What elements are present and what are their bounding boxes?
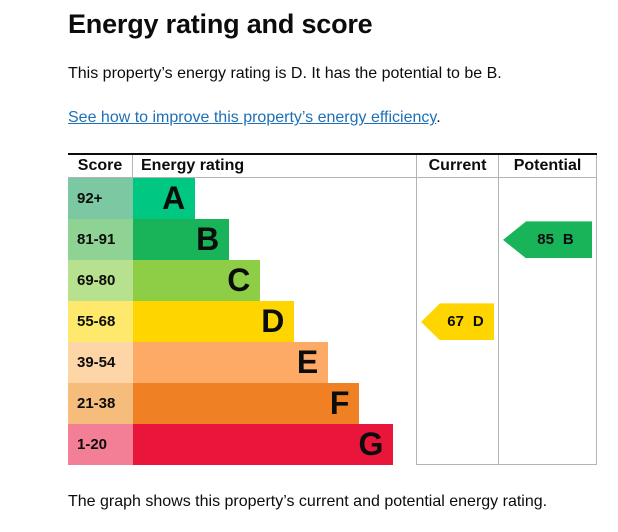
rating-bar-cell-g: G: [133, 424, 416, 466]
header-potential: Potential: [498, 155, 597, 179]
header-current: Current: [416, 155, 498, 179]
current-rating-letter: D: [472, 313, 484, 331]
rating-bar-cell-d: D: [133, 301, 416, 343]
current-column: 67 D: [416, 178, 498, 466]
potential-column: 85 B: [498, 178, 597, 466]
improve-link-line: See how to improve this property’s energ…: [68, 108, 598, 128]
score-cell-e: 39-54: [68, 342, 133, 384]
epc-rating-chart: Score Energy rating Current Potential 92…: [68, 153, 597, 466]
header-score: Score: [68, 155, 133, 179]
rating-bar-c: C: [133, 260, 261, 302]
page-title: Energy rating and score: [68, 9, 373, 39]
score-cell-f: 21-38: [68, 383, 133, 425]
rating-bar-cell-f: F: [133, 383, 416, 425]
score-cell-a: 92+: [68, 178, 133, 220]
rating-bar-f: F: [133, 383, 360, 425]
improve-efficiency-link[interactable]: See how to improve this property’s energ…: [68, 109, 437, 127]
rating-bar-cell-c: C: [133, 260, 416, 302]
score-cell-g: 1-20: [68, 424, 133, 466]
rating-bar-cell-b: B: [133, 219, 416, 261]
potential-rating-letter: B: [562, 231, 574, 249]
current-score-value: 67: [447, 313, 464, 331]
footer-text: The graph shows this property’s current …: [68, 493, 548, 511]
link-suffix: .: [436, 109, 441, 127]
rating-bar-cell-e: E: [133, 342, 416, 384]
score-cell-c: 69-80: [68, 260, 133, 302]
header-energy-rating: Energy rating: [133, 155, 416, 179]
potential-rating-arrow: 85 B: [503, 221, 592, 259]
rating-bar-d: D: [133, 301, 295, 343]
page: Energy rating and score This property’s …: [68, 9, 598, 511]
rating-bar-e: E: [133, 342, 329, 384]
current-rating-arrow: 67 D: [421, 303, 494, 341]
rating-bar-cell-a: A: [133, 178, 416, 220]
rating-bar-b: B: [133, 219, 230, 261]
rating-bar-a: A: [133, 178, 196, 220]
score-cell-d: 55-68: [68, 301, 133, 343]
score-cell-b: 81-91: [68, 219, 133, 261]
rating-bar-g: G: [133, 424, 394, 466]
potential-score-value: 85: [537, 231, 554, 249]
intro-text: This property’s energy rating is D. It h…: [68, 65, 502, 83]
